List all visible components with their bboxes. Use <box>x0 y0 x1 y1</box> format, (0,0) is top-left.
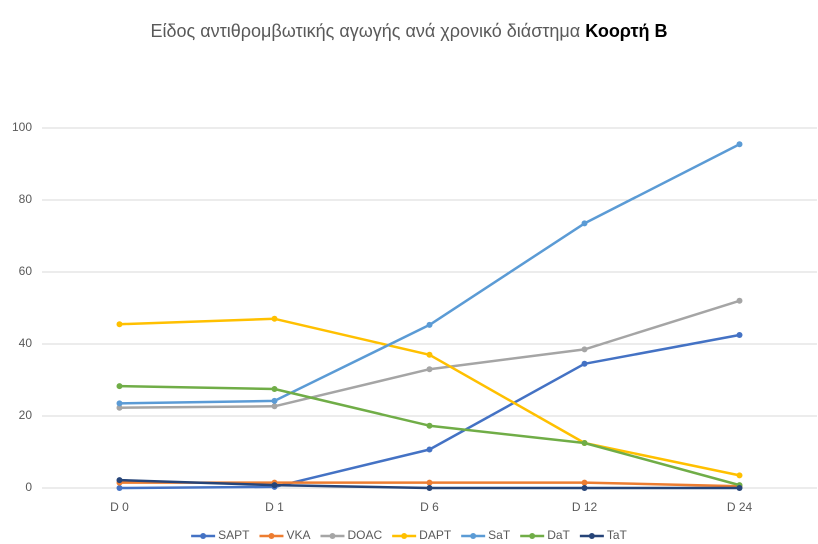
legend-label: SaT <box>488 528 511 542</box>
data-point <box>581 485 588 491</box>
legend-marker <box>529 533 536 539</box>
data-point <box>736 332 743 338</box>
data-point <box>426 422 433 429</box>
data-point <box>426 366 433 373</box>
data-point <box>426 479 433 486</box>
x-tick-label: D 0 <box>110 500 129 514</box>
data-point <box>581 440 588 446</box>
legend-label: DOAC <box>347 528 382 542</box>
data-point <box>426 446 433 453</box>
data-point <box>736 141 743 148</box>
legend-marker <box>401 533 408 539</box>
y-tick-label: 0 <box>25 480 32 494</box>
y-tick-label: 100 <box>12 120 32 134</box>
data-point <box>116 383 123 390</box>
data-point <box>581 220 588 227</box>
y-tick-label: 40 <box>19 336 33 350</box>
data-point <box>736 485 743 491</box>
data-point <box>581 479 588 486</box>
data-point <box>116 400 123 407</box>
data-point <box>271 482 278 489</box>
data-point <box>736 472 743 479</box>
data-point <box>581 360 588 367</box>
legend: SAPT VKA DOAC DAPT SaT DaT TaT <box>191 528 628 542</box>
data-point <box>426 351 433 358</box>
title-text: Είδος αντιθρομβωτικής αγωγής ανά χρονικό… <box>151 21 581 41</box>
legend-label: DaT <box>547 528 570 542</box>
y-tick-label: 80 <box>19 192 33 206</box>
series-line <box>119 333 740 490</box>
series-line <box>119 143 741 405</box>
legend-marker <box>588 533 595 539</box>
y-tick-label: 60 <box>19 264 33 278</box>
data-point <box>271 386 278 392</box>
data-point <box>116 485 123 491</box>
legend-label: TaT <box>607 528 628 542</box>
legend-marker <box>470 533 477 539</box>
legend-marker <box>200 533 207 539</box>
legend-marker <box>329 533 336 539</box>
legend-label: SAPT <box>218 528 250 542</box>
data-point <box>271 403 278 410</box>
x-tick-label: D 24 <box>727 500 753 514</box>
data-point <box>116 321 123 328</box>
y-tick-label: 20 <box>19 408 33 422</box>
x-tick-label: D 12 <box>572 500 598 514</box>
x-tick-label: D 1 <box>265 500 284 514</box>
data-point <box>426 485 433 491</box>
data-point <box>426 321 433 328</box>
data-point <box>581 346 588 353</box>
data-point <box>271 397 278 404</box>
legend-label: VKA <box>286 528 310 542</box>
x-tick-label: D 6 <box>420 500 439 514</box>
data-point <box>271 315 278 322</box>
title-emphasis: Κοορτή Β <box>585 21 667 41</box>
data-point <box>736 297 743 304</box>
data-point <box>116 477 123 484</box>
legend-label: DAPT <box>419 528 452 542</box>
data-point <box>116 404 123 411</box>
chart-title: Είδος αντιθρομβωτικής αγωγής ανά χρονικό… <box>151 21 668 41</box>
legend-marker <box>268 533 275 539</box>
